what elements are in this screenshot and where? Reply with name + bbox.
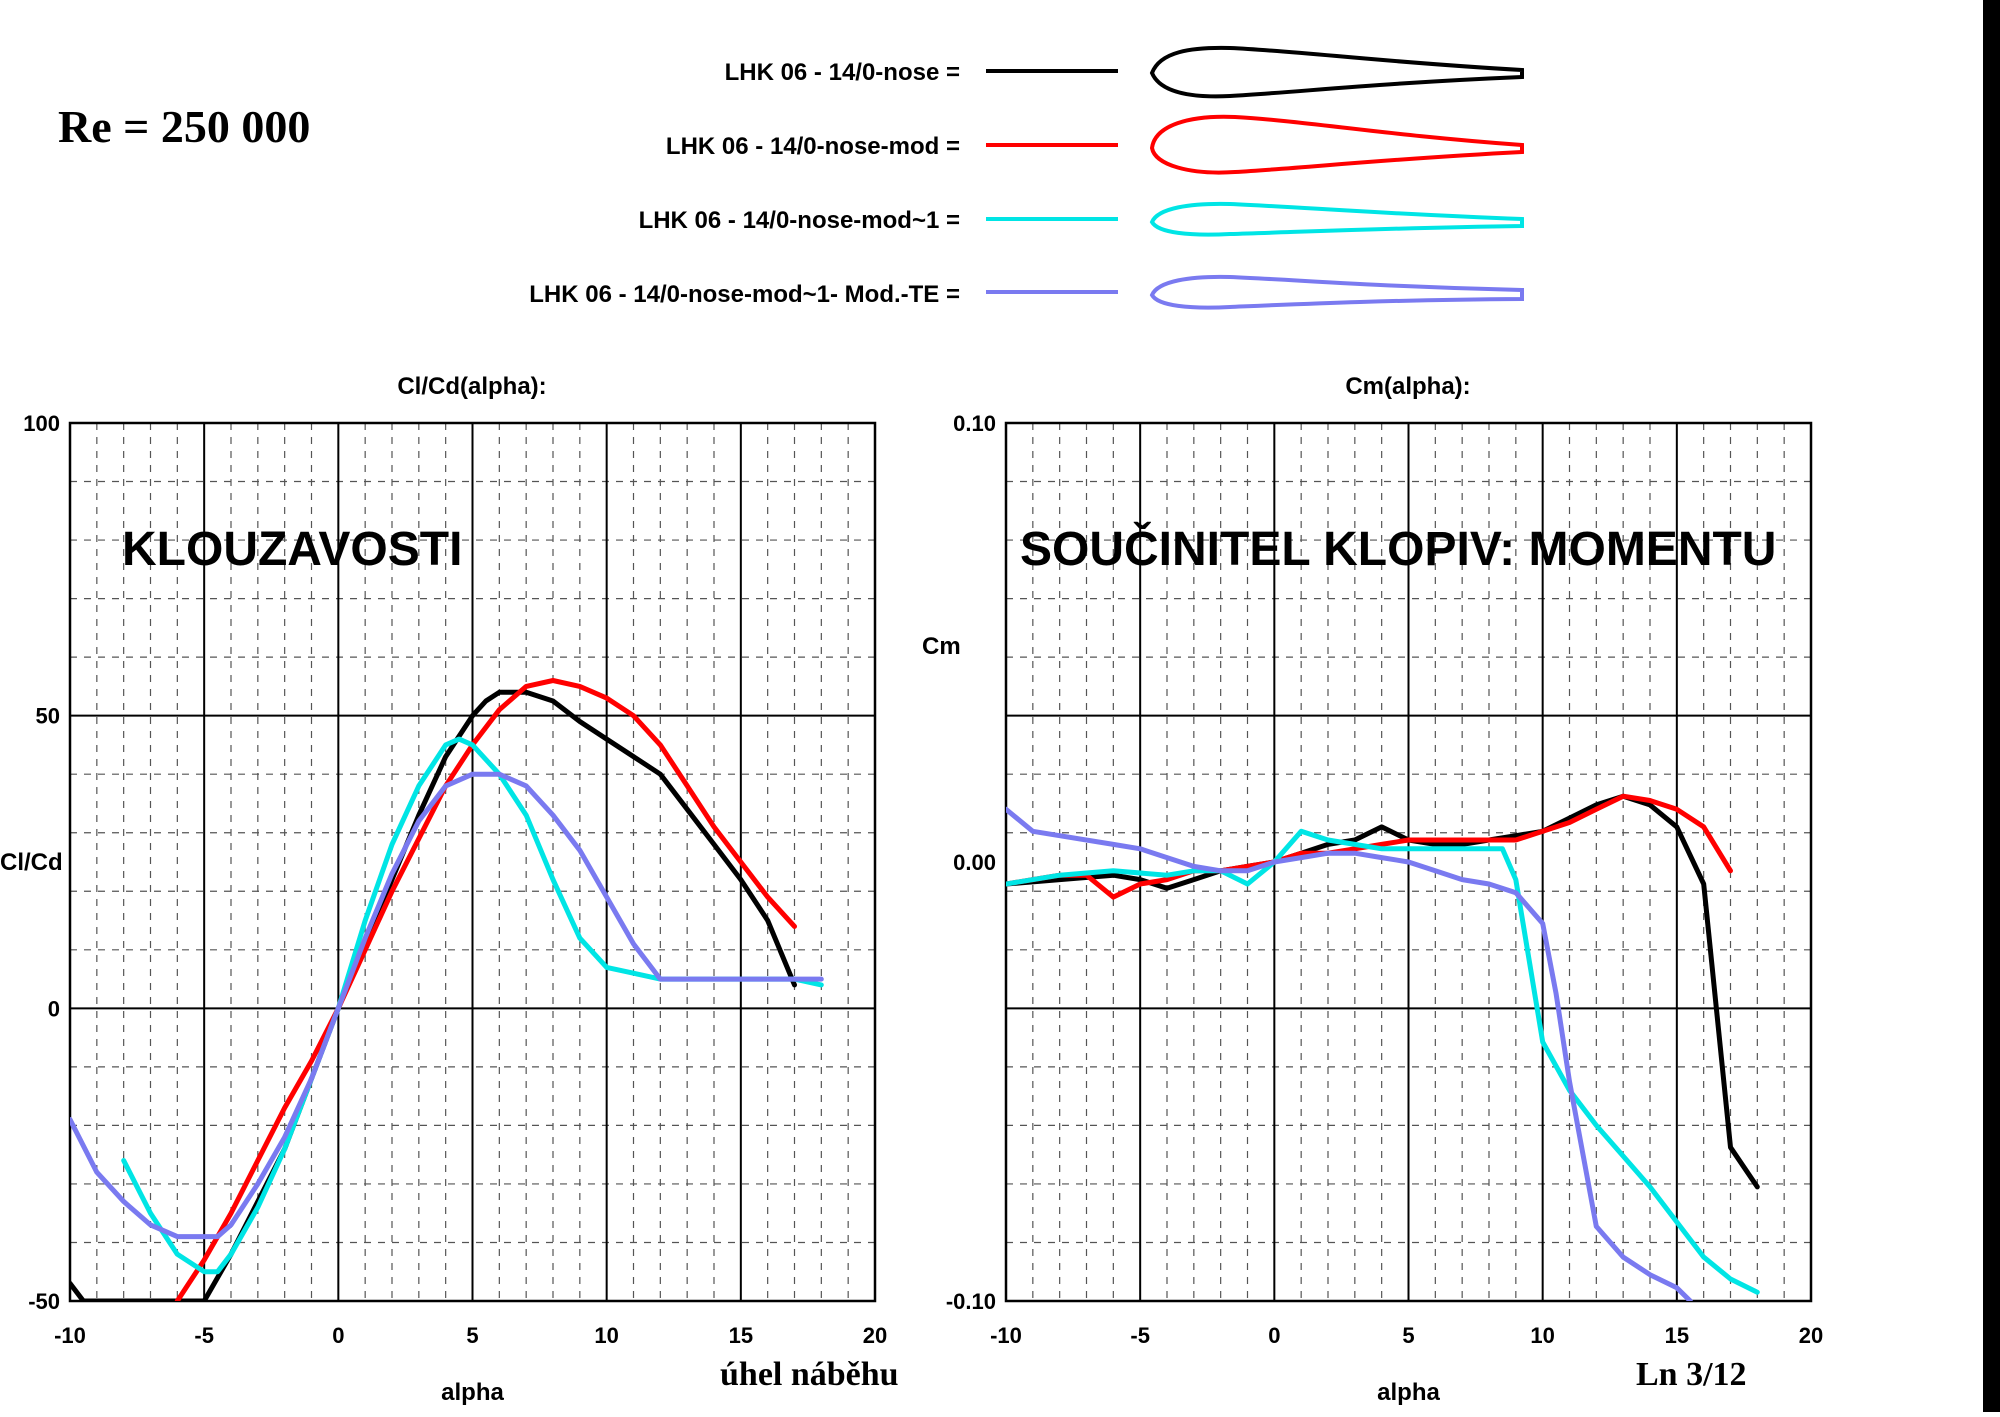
y-tick-label: 0.10 [953,411,996,436]
y-tick-label: 100 [23,411,60,436]
clcd-chart: -10 -5 0 5 10 15 20100500-50Cl/Cd(alpha):alpha… [0,373,887,1406]
x-tick-label: 15 [729,1323,753,1348]
legend-label-1: LHK 06 - 14/0-nose = [725,59,960,86]
x-tick-label: -5 [1130,1323,1150,1348]
plot-frame [68,421,877,1303]
legend-label-2: LHK 06 - 14/0-nose-mod = [666,133,960,160]
chart-title: Cl/Cd(alpha): [397,373,546,400]
legend-airfoil-1 [1149,45,1524,99]
x-tick-label: 5 [466,1323,478,1348]
legend-label-4: LHK 06 - 14/0-nose-mod~1- Mod.-TE = [529,281,960,308]
overlay-title: SOUČINITEL KLOPIV: MOMENTU [1020,521,1776,576]
overlay-title: KLOUZAVOSTI [122,523,462,576]
plot-frame [1004,421,1813,1303]
legend-label-3: LHK 06 - 14/0-nose-mod~1 = [639,207,960,234]
x-tick-label: -5 [194,1323,214,1348]
legend-item-3: LHK 06 - 14/0-nose-mod~1 = [639,201,1524,237]
legend-airfoil-4 [1149,274,1524,310]
legend-item-2: LHK 06 - 14/0-nose-mod = [666,114,1524,175]
x-tick-label: 20 [863,1323,887,1348]
x-tick-label: 20 [1799,1323,1823,1348]
x-tick-label: 0 [332,1323,344,1348]
chart-title: Cm(alpha): [1345,373,1470,400]
y-axis-label: Cl/Cd [0,849,63,876]
page-label: Ln 3/12 [1636,1356,1747,1393]
series-line-2 [174,678,797,1301]
series-line-3 [1006,828,1760,1295]
x-tick-label: 10 [1530,1323,1554,1348]
y-tick-label: 0.00 [953,850,996,875]
right-edge-bar [1983,0,2000,1412]
y-tick-label: -0.10 [946,1289,996,1314]
y-tick-label: -50 [28,1289,60,1314]
legend-airfoil-2 [1149,114,1524,175]
x-tick-label: 10 [594,1323,618,1348]
x-axis-label: alpha [441,1379,504,1406]
x-tick-label: 5 [1402,1323,1414,1348]
x-axis-label: alpha [1377,1379,1440,1406]
bottom-label: úhel náběhu [720,1356,899,1393]
x-tick-label: -10 [54,1323,86,1348]
cm-chart: -10 -5 0 5 10 15 20 0.10 0.00 -0.10 Cm(alpha): alph… [922,373,1823,1406]
x-tick-label: 15 [1665,1323,1689,1348]
x-tick-label: 0 [1268,1323,1280,1348]
legend-item-4: LHK 06 - 14/0-nose-mod~1- Mod.-TE = [529,274,1524,310]
series-line-4 [70,771,824,1240]
reynolds-label: Re = 250 000 [58,101,310,152]
series-line-4 [1006,806,1693,1301]
x-tick-label: -10 [990,1323,1022,1348]
y-tick-label: 0 [48,996,60,1021]
legend-item-1: LHK 06 - 14/0-nose = [725,45,1524,99]
legend-airfoil-3 [1149,201,1524,237]
y-axis-label: Cm [922,633,961,660]
legend: LHK 06 - 14/0-nose = LHK 06 - 14/0-nose-… [529,45,1524,310]
y-tick-label: 50 [36,704,60,729]
